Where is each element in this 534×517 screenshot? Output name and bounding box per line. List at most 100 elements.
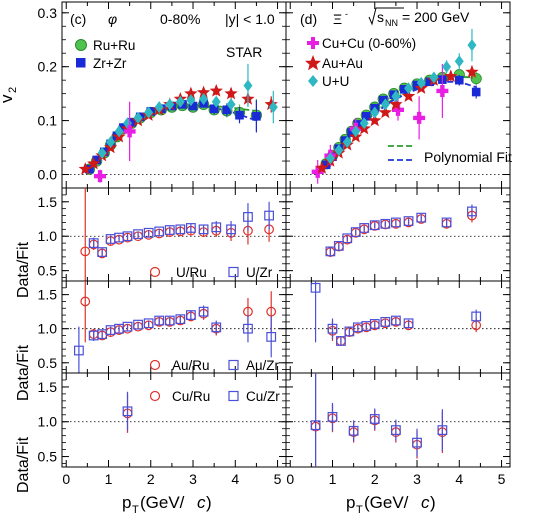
point-u-zr — [211, 222, 222, 233]
ratio-legend-marker-au-zr — [228, 359, 239, 371]
x-title-sub: T — [132, 504, 139, 516]
point-u-u — [199, 93, 209, 106]
point-au-au — [368, 113, 382, 127]
point-zr-zr — [347, 128, 356, 137]
x-axis-title-left: p T (GeV/ c ) — [122, 493, 212, 516]
point-u-u — [133, 111, 143, 124]
point-u-zr — [467, 206, 477, 217]
point-au-zr — [336, 336, 346, 346]
point-au-zr — [122, 321, 133, 332]
point-u-u — [429, 71, 439, 84]
point-u-u — [175, 95, 185, 108]
point-cu-zr — [348, 425, 359, 436]
v2-label: v — [0, 94, 16, 103]
point-au-au — [465, 65, 479, 78]
panel-d-ratio-au — [285, 280, 511, 374]
point-u-u — [186, 94, 196, 107]
point-u-zr — [416, 212, 427, 223]
x-title-rest: (GeV/ — [140, 493, 185, 512]
x-axis-title-right: p T (GeV/ c ) — [346, 493, 436, 516]
point-au-zr — [310, 282, 321, 293]
ratio-legend-marker-cu-zr — [228, 390, 239, 402]
y-tick-label: 1.5 — [38, 194, 58, 210]
x-title-p: p — [122, 493, 131, 512]
point-au-zr — [133, 319, 143, 330]
energy-value: = 200 GeV — [402, 9, 470, 25]
point-zr-zr — [471, 87, 481, 97]
point-au-au — [401, 89, 416, 103]
point-au-zr — [380, 316, 391, 327]
ratio-legend-marker-au-ru — [149, 359, 161, 371]
ratio-legend-label-u-zr: U/Zr — [246, 265, 273, 280]
point-au-zr — [198, 306, 209, 317]
point-u-u — [243, 79, 253, 92]
y-tick-label: 1.0 — [38, 228, 58, 244]
x-tick-label: 1 — [329, 471, 337, 487]
point-u-zr — [175, 224, 186, 235]
y-tick-label: 0.5 — [38, 355, 58, 371]
point-u-zr — [441, 217, 452, 228]
panel-label-d: (d) — [300, 11, 317, 27]
particle-xi: Ξ — [333, 11, 342, 27]
point-au-au — [264, 97, 278, 111]
x-tick-label: 2 — [147, 471, 155, 487]
point-zr-zr — [378, 95, 388, 105]
point-u-zr — [380, 218, 391, 229]
point-zr-zr — [209, 104, 219, 114]
panel-frame — [285, 187, 511, 282]
point-zr-zr — [412, 80, 422, 90]
point-u-u — [97, 146, 107, 159]
point-au-zr — [390, 315, 401, 326]
point-au-zr — [403, 318, 414, 329]
point-au-zr — [154, 315, 165, 326]
point-zr-zr — [321, 160, 331, 170]
point-u-ru — [80, 246, 91, 257]
point-au-au — [389, 97, 403, 111]
particle-phi: φ — [108, 11, 117, 27]
point-u-zr — [359, 223, 370, 233]
experiment-label: STAR — [226, 44, 262, 60]
x-tick-label: 5 — [274, 471, 282, 487]
y-tick-label: 0.2 — [38, 59, 58, 75]
point-u-u — [467, 39, 477, 52]
point-u-zr — [97, 247, 108, 257]
point-u-zr — [164, 225, 175, 235]
rapidity-label: |y| < 1.0 — [225, 11, 275, 27]
point-au-zr — [164, 315, 175, 326]
point-cu-cu-0-60- — [94, 170, 107, 183]
point-zr-zr — [454, 75, 464, 85]
point-u-zr — [133, 229, 143, 240]
point-u-u — [334, 144, 344, 157]
point-cu-zr — [390, 425, 401, 435]
y-tick-label: 0.5 — [38, 263, 58, 279]
particle-xi-sup: - — [345, 9, 348, 19]
x-tick-label: 4 — [231, 471, 239, 487]
point-u-u — [351, 125, 361, 138]
point-cu-cu-0-60- — [413, 111, 426, 124]
x-tick-label: 5 — [498, 471, 506, 487]
point-au-au — [87, 156, 101, 170]
point-cu-zr — [369, 414, 380, 424]
ratio-legend-marker-u-zr — [228, 266, 239, 278]
y-tick-label: 0.1 — [38, 113, 58, 129]
ratio-legend-marker-u-ru — [149, 266, 161, 278]
v2-label-sub: 2 — [7, 87, 19, 93]
point-u-zr — [390, 217, 401, 228]
point-au-zr — [211, 322, 222, 333]
legend-label-zr: Zr+Zr — [93, 56, 127, 71]
panel-frame — [285, 372, 511, 468]
point-zr-zr — [92, 155, 101, 165]
point-zr-zr — [85, 164, 94, 174]
point-u-u — [454, 55, 464, 68]
ratio-legend-1: U/Ru U/Zr — [149, 265, 273, 280]
point-zr-zr — [425, 77, 434, 87]
point-au-au — [78, 162, 92, 175]
point-u-u — [144, 106, 154, 119]
point-au-zr — [266, 331, 277, 342]
point-u-u — [359, 117, 369, 130]
x-title-c-right: c — [421, 493, 430, 512]
centrality-label: 0-80% — [160, 11, 200, 27]
point-zr-zr — [222, 105, 232, 115]
x-tick-label: 4 — [455, 471, 463, 487]
point-au-zr — [186, 310, 196, 320]
